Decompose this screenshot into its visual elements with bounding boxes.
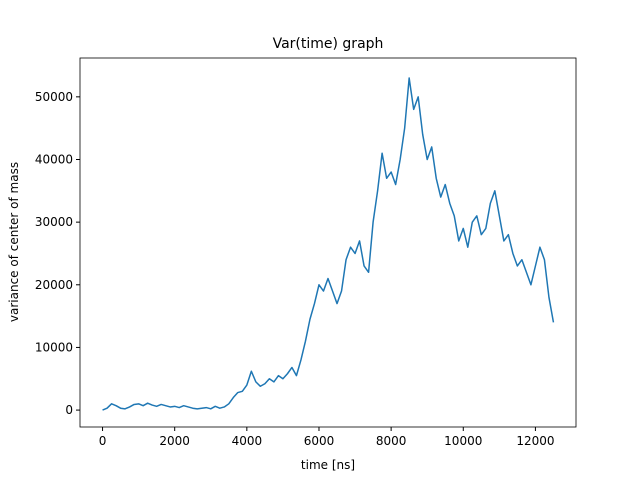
x-tick-label: 6000 — [304, 434, 335, 448]
axes-frame — [79, 57, 577, 428]
chart-title: Var(time) graph — [273, 36, 384, 52]
x-tick-label: 2000 — [159, 434, 190, 448]
x-tick-label: 12000 — [516, 434, 554, 448]
y-axis-label: variance of center of mass — [7, 162, 21, 322]
x-tick-label: 0 — [99, 434, 107, 448]
x-axis-label: time [ns] — [301, 458, 355, 472]
x-tick-label: 4000 — [232, 434, 263, 448]
y-tick-label: 30000 — [35, 215, 73, 229]
y-tick-label: 50000 — [35, 90, 73, 104]
y-tick-label: 20000 — [35, 278, 73, 292]
x-tick-label: 10000 — [444, 434, 482, 448]
y-tick-label: 40000 — [35, 152, 73, 166]
y-tick-label: 10000 — [35, 340, 73, 354]
x-tick-label: 8000 — [376, 434, 407, 448]
y-tick-label: 0 — [65, 403, 73, 417]
data-line — [102, 77, 555, 411]
